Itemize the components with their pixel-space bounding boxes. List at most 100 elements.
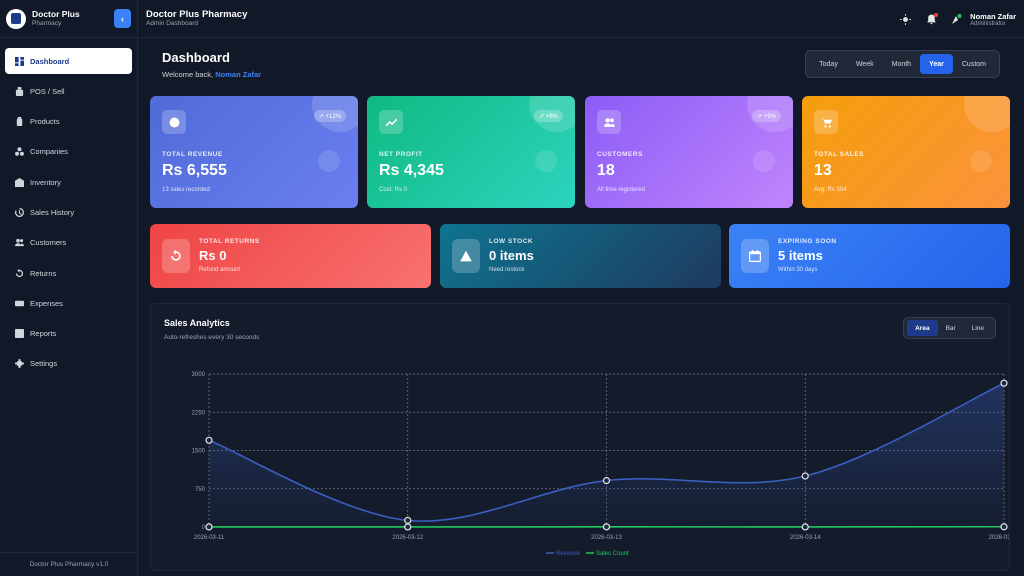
sales-area-chart: 0 750 1500 2250 3000 2026-03-11 2026-03-12 2026… (192, 372, 1009, 557)
y-tick-label: 1500 (192, 449, 206, 455)
stat-card-expiring-soon: EXPIRING SOON 5 items Within 30 days (729, 224, 1010, 288)
stat-card-net-profit: ↗ +8% NET PROFIT Rs 4,345 Cost: Rs 0 (367, 96, 575, 208)
x-tick-label: 2026-03-17 (989, 535, 1009, 541)
stat-card-customers: ↗ +5% CUSTOMERS 18 All time registered (585, 96, 793, 208)
returns-icon (14, 268, 24, 278)
stat-sub: Within 30 days (778, 267, 818, 273)
sidebar-item-inventory[interactable]: Inventory (5, 169, 132, 195)
stat-value: 0 items (489, 248, 534, 263)
expenses-icon (14, 298, 24, 308)
x-tick-label: 2026-03-12 (392, 535, 423, 541)
sidebar-item-label: Reports (30, 329, 57, 339)
trend-badge: ↗ +8% (534, 110, 563, 122)
chart-type-line-button[interactable]: Line (971, 324, 984, 332)
revenue-point (1000, 379, 1008, 387)
sales-count-point (404, 523, 412, 531)
sidebar-item-returns[interactable]: Returns (5, 260, 132, 286)
sales-count-point (801, 523, 809, 531)
topbar: Doctor Plus Pharmacy Admin Dashboard Nom… (138, 0, 1024, 38)
sidebar-item-label: Sales History (30, 207, 75, 217)
sidebar-item-label: Dashboard (30, 56, 70, 66)
sidebar-item-reports[interactable]: Reports (5, 321, 132, 347)
revenue-point (205, 436, 213, 444)
stat-sub: Need restock (489, 267, 525, 273)
welcome-user-name: Noman Zafar (215, 70, 262, 79)
settings-icon (14, 359, 24, 369)
brand-subtitle: Pharmacy (32, 19, 62, 27)
y-tick-label: 3000 (192, 372, 206, 378)
collapse-sidebar-button[interactable]: ‹ (114, 9, 131, 28)
notification-dot (934, 13, 939, 17)
stat-sub: Cost: Rs 0 (379, 187, 408, 193)
legend-revenue-label: Revenue (556, 551, 581, 557)
x-tick-label: 2026-03-14 (790, 535, 821, 541)
sidebar-item-label: Companies (30, 147, 68, 157)
y-tick-label: 2250 (192, 410, 206, 416)
chart-type-area-button[interactable]: Area (907, 320, 938, 336)
brand-logo-icon (6, 8, 26, 29)
sales-count-point (205, 523, 213, 531)
sidebar-footer: Doctor Plus Pharmacy v1.0 (0, 552, 138, 576)
sidebar: Doctor Plus Pharmacy ‹ Dashboard POS / S… (0, 0, 138, 576)
sidebar-item-customers[interactable]: Customers (5, 230, 132, 256)
date-range-selector: Today Week Month Year Custom (805, 50, 1000, 78)
sidebar-item-label: POS / Sell (30, 86, 65, 96)
stat-sub: Refund amount (199, 267, 241, 273)
legend-sales-count-label: Sales Count (596, 551, 629, 557)
range-year-button[interactable]: Year (920, 54, 953, 74)
sidebar-item-companies[interactable]: Companies (5, 139, 132, 165)
stat-label: TOTAL RETURNS (199, 238, 260, 245)
stat-card-total-returns: TOTAL RETURNS Rs 0 Refund amount (150, 224, 431, 288)
revenue-point (801, 472, 809, 480)
page-header: Dashboard Welcome back, Noman Zafar Toda… (150, 38, 1012, 90)
sales-count-point (602, 523, 611, 531)
main-content: Dashboard Welcome back, Noman Zafar Toda… (138, 38, 1024, 576)
sidebar-item-settings[interactable]: Settings (5, 351, 132, 377)
products-icon (14, 117, 24, 127)
range-week-button[interactable]: Week (855, 60, 874, 68)
stat-value: Rs 0 (199, 248, 227, 263)
trend-badge: ↗ +12% (313, 110, 346, 122)
stat-label: NET PROFIT (379, 151, 423, 158)
reports-icon (14, 329, 24, 339)
stat-sub: Avg: Rs 504 (814, 187, 847, 193)
calendar-icon (741, 239, 769, 273)
avatar[interactable] (950, 12, 964, 26)
stat-value: 5 items (778, 248, 823, 263)
people-icon (597, 110, 621, 134)
warning-icon (452, 239, 480, 273)
analytics-title: Sales Analytics (164, 318, 230, 328)
range-month-button[interactable]: Month (891, 60, 912, 68)
range-custom-button[interactable]: Custom (961, 60, 986, 68)
theme-toggle-sun-icon[interactable] (898, 12, 912, 26)
trending-up-icon (379, 110, 403, 134)
user-name: Noman Zafar (970, 11, 1016, 21)
stat-sub: All time registered (597, 187, 646, 193)
stat-value: Rs 4,345 (379, 162, 444, 179)
welcome-text: Welcome back, Noman Zafar (162, 70, 261, 79)
sidebar-item-sales-history[interactable]: Sales History (5, 199, 132, 225)
sidebar-item-label: Settings (30, 359, 58, 369)
stat-label: TOTAL REVENUE (162, 151, 223, 158)
sidebar-item-expenses[interactable]: Expenses (5, 290, 132, 316)
revenue-area (209, 383, 1004, 527)
sidebar-item-label: Products (30, 117, 60, 127)
app-subtitle: Admin Dashboard (146, 20, 199, 28)
stat-value: 18 (597, 162, 615, 179)
sidebar-item-pos[interactable]: POS / Sell (5, 78, 132, 104)
stat-label: TOTAL SALES (814, 151, 864, 158)
stat-label: LOW STOCK (489, 238, 534, 245)
sidebar-item-label: Returns (30, 268, 57, 278)
range-today-button[interactable]: Today (819, 60, 838, 68)
user-role: Administrator (970, 20, 1006, 27)
chart-type-selector: Area Bar Line (903, 317, 996, 339)
analytics-subtitle: Auto-refreshes every 30 seconds (164, 334, 260, 341)
notification-bell-icon[interactable] (924, 12, 939, 26)
sidebar-item-label: Inventory (30, 177, 61, 187)
sidebar-item-products[interactable]: Products (5, 109, 132, 135)
returns-icon (162, 239, 190, 273)
sidebar-item-dashboard[interactable]: Dashboard (5, 48, 132, 74)
sales-analytics-panel: Sales Analytics Auto-refreshes every 30 … (150, 303, 1010, 571)
chart-type-bar-button[interactable]: Bar (945, 324, 956, 332)
